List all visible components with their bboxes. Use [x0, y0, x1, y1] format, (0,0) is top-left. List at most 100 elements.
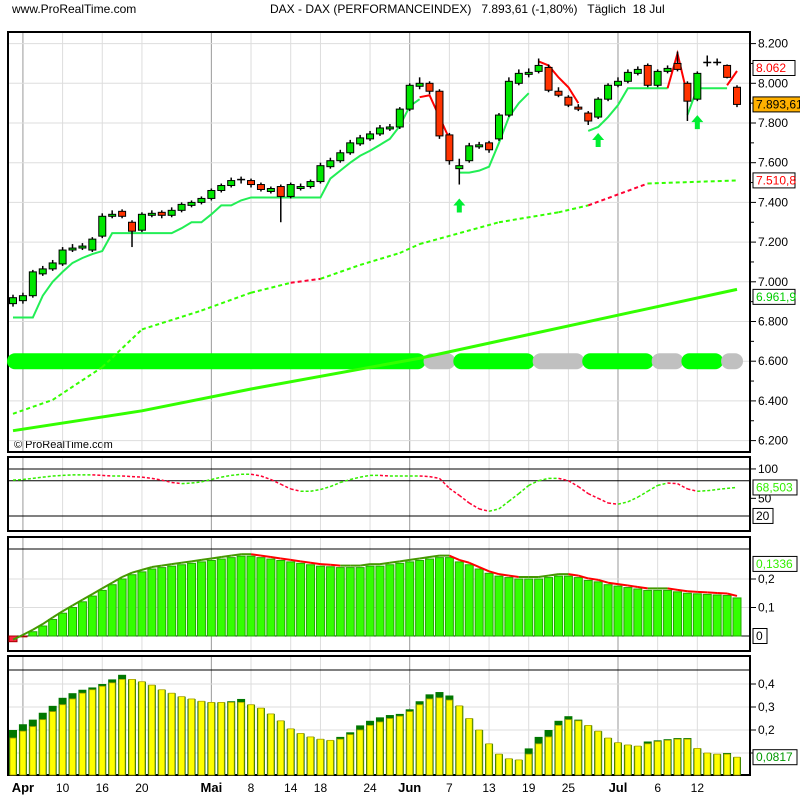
price-axis-label: 6.600: [758, 354, 788, 368]
histogram-bar: [69, 698, 76, 776]
oscillator-segment: [231, 473, 242, 477]
histogram-signal-segment: [320, 563, 331, 566]
regime-band-off: [721, 353, 743, 370]
oscillator-segment: [359, 474, 371, 478]
histogram-signal-segment: [399, 558, 410, 563]
oscillator-segment: [340, 478, 351, 484]
histogram-bar: [553, 575, 563, 637]
candle-body: [366, 133, 375, 140]
oscillator-segment: [448, 487, 460, 496]
candle-body: [643, 64, 652, 86]
oscillator-segment: [221, 474, 232, 478]
histogram-bar: [137, 571, 147, 637]
oscillator-segment: [270, 478, 282, 485]
oscillator-level-label-text: 20: [756, 509, 770, 523]
oscillator-segment: [250, 473, 262, 477]
histogram-signal-segment: [91, 587, 103, 595]
histogram-bar: [504, 577, 514, 637]
histogram-bar: [653, 589, 663, 637]
histogram-bar: [88, 689, 96, 776]
moving-average-short-segment: [52, 366, 103, 401]
histogram-signal-segment: [270, 556, 281, 560]
oscillator-segment: [22, 477, 33, 481]
candle: [18, 292, 27, 304]
histogram-signal-segment: [697, 590, 708, 594]
histogram-signal-segment: [707, 591, 718, 594]
candle: [137, 212, 146, 233]
candle: [207, 188, 216, 201]
histogram-bar: [594, 730, 602, 776]
oscillator-segment: [707, 488, 718, 492]
candle: [286, 182, 295, 199]
candle-body: [296, 186, 305, 190]
oscillator-segment: [577, 485, 589, 495]
histogram-value-label-text: 0,0817: [756, 750, 793, 764]
histogram-signal-segment: [607, 581, 619, 586]
histogram-bar: [573, 577, 583, 637]
candle: [415, 77, 424, 90]
oscillator-segment: [52, 474, 63, 477]
oscillator-segment: [171, 481, 182, 485]
price-value-label: 8.062: [752, 59, 796, 76]
histogram-bar: [29, 726, 37, 776]
histogram-signal-segment: [538, 574, 549, 578]
candle: [326, 157, 335, 169]
histogram-signal-segment: [211, 556, 222, 560]
candle: [683, 81, 692, 122]
x-tick-label: 25: [562, 781, 576, 795]
histogram-signal-segment: [468, 561, 480, 568]
candle-body: [375, 127, 384, 135]
histogram-signal-segment: [81, 593, 93, 601]
candle: [58, 247, 67, 266]
x-tick-label: 16: [96, 781, 110, 795]
histogram-bar: [664, 739, 671, 776]
candle-body: [554, 90, 563, 96]
candle-body: [395, 108, 404, 128]
candle-body: [564, 96, 573, 106]
histogram-signal-segment: [667, 587, 678, 591]
histogram-bar: [237, 702, 245, 776]
histogram-bar: [464, 564, 474, 637]
histogram-bar: [583, 579, 593, 637]
histogram-bar: [277, 720, 285, 776]
histogram-bar: [663, 589, 673, 637]
candle-body: [594, 98, 603, 118]
histogram-bar: [246, 555, 256, 637]
histogram-bar: [158, 689, 166, 776]
histogram-bar: [276, 559, 286, 637]
histogram-bar: [633, 588, 643, 637]
histogram-signal-segment: [32, 623, 44, 631]
oscillator-value-label: 68,503: [752, 479, 798, 496]
histogram-signal-segment: [42, 616, 54, 625]
histogram-bar: [49, 711, 57, 776]
histogram-signal-segment: [687, 590, 698, 593]
histogram-value-label: 0,0817: [752, 749, 798, 766]
price-axis-label: 7.800: [758, 116, 788, 130]
oscillator-segment: [429, 475, 440, 480]
histogram-bar: [326, 739, 334, 776]
histogram-bar: [563, 575, 573, 637]
candle-body: [405, 84, 414, 110]
histogram-bar: [672, 591, 682, 637]
moving-average-short-segment: [558, 204, 589, 214]
candle-body: [633, 68, 642, 74]
candle: [613, 77, 622, 88]
oscillator-segment: [211, 476, 222, 481]
candle: [9, 294, 17, 307]
candle-body: [465, 145, 474, 162]
candle-body: [475, 144, 484, 148]
oscillator-segment: [280, 483, 292, 490]
histogram-bar: [177, 564, 187, 637]
candle: [623, 69, 632, 84]
oscillator-segment: [330, 481, 341, 488]
site-name: www.ProRealTime.com: [12, 2, 137, 16]
histogram-bar: [147, 568, 157, 637]
oscillator-value-label-text: 68,503: [756, 480, 793, 494]
price-axis-label: 7.000: [758, 275, 788, 289]
oscillator-segment: [102, 474, 113, 477]
candle: [197, 196, 206, 205]
histogram-signal-segment: [588, 577, 599, 581]
histogram-signal-segment: [191, 558, 202, 563]
moving-average-short-segment: [141, 309, 202, 331]
